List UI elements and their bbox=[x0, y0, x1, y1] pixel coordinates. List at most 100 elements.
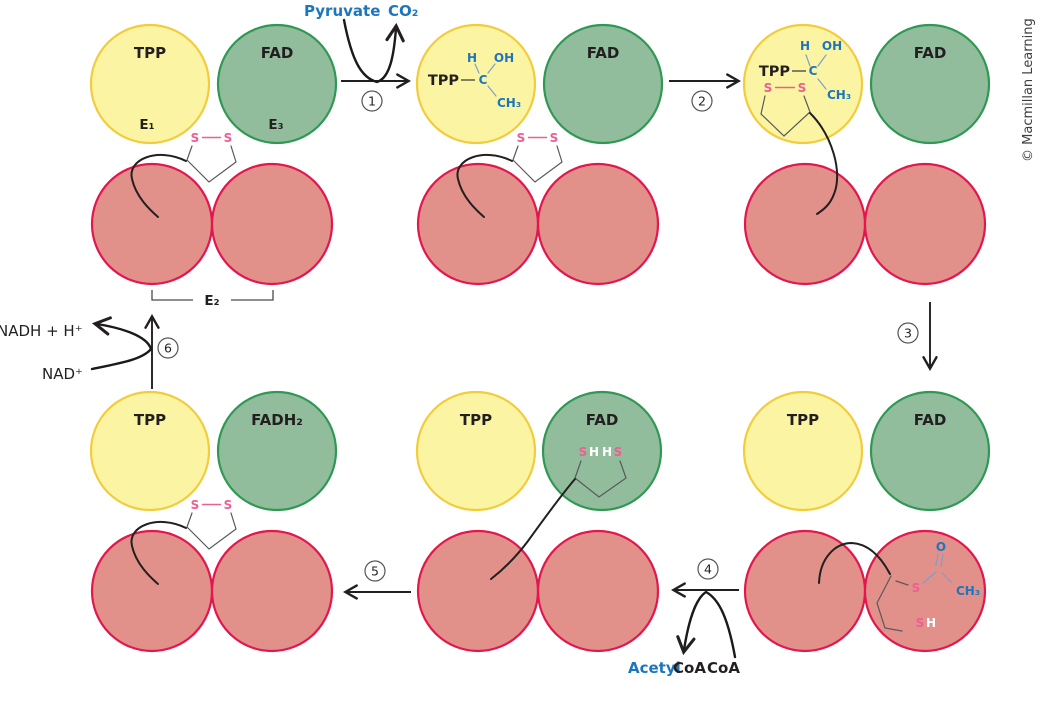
e2-label: E₂ bbox=[204, 293, 219, 309]
methyl-group: CH₃ bbox=[956, 584, 980, 598]
e3-label: E₃ bbox=[268, 117, 283, 133]
step-4-number: 4 bbox=[704, 562, 712, 577]
nadh-label: NADH + H⁺ bbox=[0, 322, 83, 340]
nad-label: NAD⁺ bbox=[42, 365, 83, 383]
ring-bonds bbox=[512, 145, 563, 183]
step-3-badge: 3 bbox=[897, 322, 919, 344]
lipoamide-arm bbox=[130, 153, 187, 218]
reaction-arrows bbox=[90, 18, 938, 659]
tpp-label: TPP bbox=[428, 73, 460, 89]
e1-label: E₁ bbox=[139, 117, 154, 133]
thiol-hydrogen: H bbox=[602, 445, 612, 459]
lipoamide-disulfide-ring: S S bbox=[456, 131, 563, 218]
acetyl-dihydrolipoamide-structure: S O CH₃ S H bbox=[818, 540, 980, 632]
step-6-badge: 6 bbox=[157, 337, 179, 359]
hydroxyethyl-tpp-structure: TPP C H OH CH₃ bbox=[759, 39, 851, 102]
methyl-group: CH₃ bbox=[497, 96, 521, 110]
fad-label: FAD bbox=[914, 411, 947, 429]
e2-circle-left bbox=[743, 162, 867, 286]
step-1-number: 1 bbox=[368, 94, 376, 109]
chain-bonds bbox=[876, 575, 909, 632]
e2-circle-left bbox=[90, 162, 214, 286]
e2-circle-right bbox=[863, 162, 987, 286]
c-bonds bbox=[805, 54, 827, 90]
co2-label: CO₂ bbox=[388, 2, 418, 20]
ring-bonds bbox=[760, 95, 811, 137]
fad-label: FAD bbox=[587, 44, 620, 62]
complex-state-4: TPP FAD S O CH₃ S H bbox=[742, 390, 991, 653]
ring-bonds bbox=[186, 145, 237, 183]
sulfur-atom: S bbox=[798, 81, 807, 95]
sulfur-atom: S bbox=[224, 131, 233, 145]
complex-state-3: FAD TPP C H OH CH₃ S S bbox=[742, 23, 991, 286]
step-5-badge: 5 bbox=[364, 560, 386, 582]
fad-label: FAD bbox=[586, 411, 619, 429]
tpp-circle bbox=[742, 23, 864, 145]
step-1-badge: 1 bbox=[361, 90, 383, 112]
carbon-atom: C bbox=[809, 64, 818, 78]
hydroxyl-group: OH bbox=[822, 39, 842, 53]
carbon-atom: C bbox=[479, 73, 488, 87]
tpp-label: TPP bbox=[134, 44, 166, 62]
tpp-circle bbox=[742, 390, 864, 512]
complex-state-1: TPP E₁ FAD E₃ S S E₂ bbox=[89, 23, 338, 309]
lipoamide-arm bbox=[456, 153, 513, 218]
lipoamide-arm bbox=[130, 520, 187, 585]
lipoamide-disulfide-ring: S S bbox=[130, 498, 237, 585]
tpp-label: TPP bbox=[460, 411, 492, 429]
e2-circle-left bbox=[416, 162, 540, 286]
fad-e3-circle bbox=[216, 23, 338, 145]
step-2-number: 2 bbox=[698, 94, 706, 109]
c-bonds bbox=[474, 63, 497, 97]
e2-circle-right bbox=[536, 529, 660, 653]
e2-circle-left bbox=[416, 529, 540, 653]
step-6-number: 6 bbox=[164, 341, 172, 356]
step-2-badge: 2 bbox=[691, 90, 713, 112]
sulfur-atom: S bbox=[517, 131, 526, 145]
e2-circle-right bbox=[210, 162, 334, 286]
chain-bonds bbox=[574, 460, 627, 498]
complex-state-6: TPP FADH₂ S S bbox=[89, 390, 338, 653]
dihydrolipoamide-structure: S H H S bbox=[490, 445, 627, 580]
e2-bracket: E₂ bbox=[151, 290, 274, 309]
copyright-credit: © Macmillan Learning bbox=[1021, 18, 1036, 162]
lipoamide-arm bbox=[809, 112, 839, 215]
coa-label: CoA bbox=[707, 659, 740, 677]
acetyl-coa-label: CoA bbox=[673, 659, 706, 677]
sulfur-atom: S bbox=[550, 131, 559, 145]
thiol-hydrogen: H bbox=[926, 616, 936, 630]
nad-nadh-curved-arrow bbox=[90, 316, 153, 371]
thioester-sulfur: S bbox=[912, 581, 921, 595]
e2-circle-right bbox=[863, 529, 987, 653]
fad-circle bbox=[869, 390, 991, 512]
pyruvate-co2-curved-arrow bbox=[342, 18, 405, 84]
fadh2-circle bbox=[216, 390, 338, 512]
e2-circle-right bbox=[210, 529, 334, 653]
fad-label: FAD bbox=[261, 44, 294, 62]
hydroxyl-group: OH bbox=[494, 51, 514, 65]
fad-circle bbox=[542, 23, 664, 145]
hydrogen-atom: H bbox=[467, 51, 477, 65]
step-badges: 1 2 3 4 5 6 bbox=[157, 90, 919, 582]
pyruvate-label: Pyruvate bbox=[304, 2, 380, 20]
carbonyl-oxygen: O bbox=[936, 540, 946, 554]
sulfur-atom: S bbox=[764, 81, 773, 95]
step-5-number: 5 bbox=[371, 564, 379, 579]
hydroxyethyl-tpp-structure: TPP C H OH CH₃ bbox=[428, 51, 521, 110]
e2-circle-left bbox=[90, 529, 214, 653]
tpp-label: TPP bbox=[134, 411, 166, 429]
thiol-sulfur: S bbox=[916, 616, 925, 630]
ring-in-tpp: S S bbox=[760, 81, 839, 215]
complex-state-5: TPP FAD S H H S bbox=[415, 390, 663, 653]
e2-circle-right bbox=[536, 162, 660, 286]
tpp-label: TPP bbox=[787, 411, 819, 429]
fad-circle bbox=[869, 23, 991, 145]
sulfur-atom: S bbox=[224, 498, 233, 512]
tpp-circle bbox=[415, 23, 537, 145]
tpp-circle bbox=[415, 390, 537, 512]
step-4-badge: 4 bbox=[697, 558, 719, 580]
step-3-number: 3 bbox=[904, 326, 912, 341]
hydrogen-atom: H bbox=[800, 39, 810, 53]
